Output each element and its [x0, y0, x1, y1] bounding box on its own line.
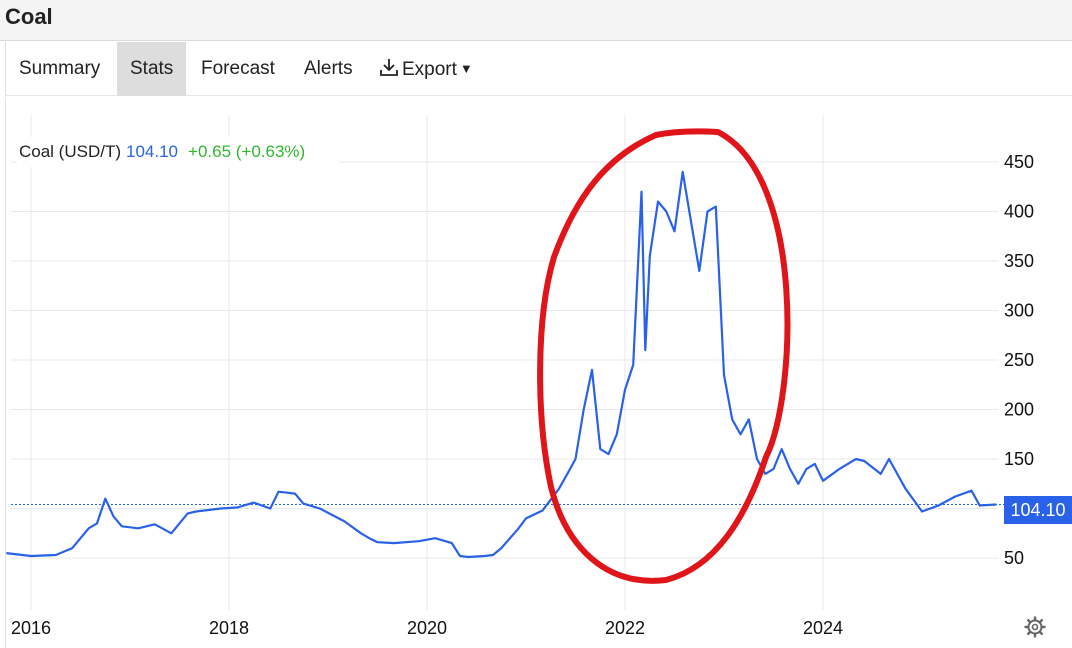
y-tick-label-400: 400: [1004, 202, 1034, 222]
last-value-badge: [1004, 496, 1072, 524]
x-tick-label-2022: 2022: [605, 618, 645, 638]
tab-export[interactable]: Export ▼: [365, 42, 486, 96]
download-icon: [380, 59, 398, 76]
tab-stats[interactable]: Stats: [117, 42, 187, 96]
page-title: Coal: [5, 4, 53, 29]
y-tick-label-450: 450: [1004, 152, 1034, 172]
y-tick-label-350: 350: [1004, 251, 1034, 271]
tab-export-label: Export: [402, 59, 457, 80]
y-tick-label-250: 250: [1004, 350, 1034, 370]
x-tick-label-2016: 2016: [11, 618, 51, 638]
y-tick-label-50: 50: [1004, 548, 1024, 568]
legend-series-name: Coal (USD/T): [19, 142, 121, 161]
legend-background: [17, 137, 339, 167]
tab-stats-label: Stats: [130, 58, 174, 79]
tab-summary-label: Summary: [19, 58, 101, 79]
title-bar: Coal: [0, 0, 1072, 41]
tab-strip: Summary Stats Forecast Alerts Export ▼: [5, 42, 1072, 96]
caret-down-icon: ▼: [459, 61, 473, 76]
tab-alerts-label: Alerts: [304, 58, 353, 79]
y-tick-label-200: 200: [1004, 400, 1034, 420]
tab-forecast[interactable]: Forecast: [188, 42, 288, 96]
y-tick-label-300: 300: [1004, 301, 1034, 321]
x-tick-label-2024: 2024: [803, 618, 843, 638]
tab-summary[interactable]: Summary: [6, 42, 113, 96]
x-tick-label-2020: 2020: [407, 618, 447, 638]
chart-area: 50 150 200 250 300 350 400 450 2016 2018 2020 2022…: [5, 97, 1072, 648]
legend: Coal (USD/T) 104.10 +0.65 (+0.63%): [19, 142, 305, 161]
series-line-coal: [6, 170, 997, 559]
annotation-ellipse: [537, 128, 791, 584]
legend-change: +0.65 (+0.63%): [188, 142, 305, 161]
x-axis: 2016 2018 2020 2022 2024: [11, 618, 843, 638]
tab-alerts[interactable]: Alerts: [291, 42, 366, 96]
tab-forecast-label: Forecast: [201, 58, 275, 79]
gear-icon[interactable]: [1024, 616, 1046, 638]
legend-last-value: 104.10: [126, 142, 178, 161]
grid: [11, 115, 998, 610]
y-axis: 50 150 200 250 300 350 400 450: [1004, 152, 1034, 568]
y-tick-label-150: 150: [1004, 449, 1034, 469]
x-tick-label-2018: 2018: [209, 618, 249, 638]
line-chart: 50 150 200 250 300 350 400 450 2016 2018 2020 2022…: [6, 115, 1072, 638]
last-value-badge-label: 104.10: [1010, 500, 1065, 520]
